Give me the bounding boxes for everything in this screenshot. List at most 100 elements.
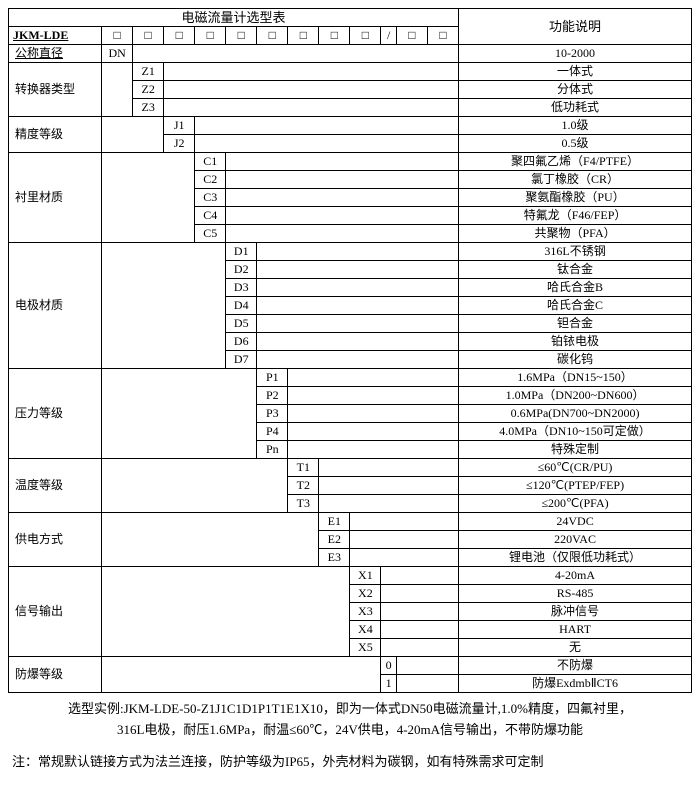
empty-right [257, 279, 459, 297]
code-cell: X2 [350, 585, 381, 603]
code-cell: P2 [257, 387, 288, 405]
code-cell: X1 [350, 567, 381, 585]
desc-cell: RS-485 [459, 585, 692, 603]
desc-cell: 防爆ExdmbⅡCT6 [459, 675, 692, 693]
code-cell: P3 [257, 405, 288, 423]
empty-span [133, 45, 459, 63]
desc-cell: 聚氨酯橡胶（PU） [459, 189, 692, 207]
code-cell: 0 [381, 657, 397, 675]
empty-left [102, 459, 288, 513]
desc-cell: 铂铱电极 [459, 333, 692, 351]
empty-left [102, 567, 350, 657]
empty-right [226, 207, 459, 225]
empty-right [288, 369, 459, 387]
empty-right [288, 387, 459, 405]
empty-right [381, 639, 459, 657]
hdr-box: □ [257, 27, 288, 45]
section-label: 供电方式 [9, 513, 102, 567]
code-cell: P4 [257, 423, 288, 441]
code-cell: Z2 [133, 81, 164, 99]
code-cell: 1 [381, 675, 397, 693]
code-cell: Z1 [133, 63, 164, 81]
empty-right [226, 189, 459, 207]
empty-right [226, 171, 459, 189]
empty-right [257, 243, 459, 261]
desc-cell: HART [459, 621, 692, 639]
desc-cell: 220VAC [459, 531, 692, 549]
desc-cell: 1.6MPa（DN15~150） [459, 369, 692, 387]
empty-left [102, 153, 195, 243]
model-code: JKM-LDE [9, 27, 102, 45]
desc-cell: 316L不锈钢 [459, 243, 692, 261]
empty-right [226, 225, 459, 243]
empty-right [381, 585, 459, 603]
empty-right [319, 477, 459, 495]
empty-left [102, 243, 226, 369]
desc-cell: 碳化钨 [459, 351, 692, 369]
code-cell: C5 [195, 225, 226, 243]
note-text: 注：常规默认链接方式为法兰连接，防护等级为IP65，外壳材料为碳钢，如有特殊需求… [8, 747, 692, 774]
dn-code: DN [102, 45, 133, 63]
code-cell: D2 [226, 261, 257, 279]
empty-right [288, 405, 459, 423]
dn-range: 10-2000 [459, 45, 692, 63]
code-cell: E1 [319, 513, 350, 531]
desc-cell: 特殊定制 [459, 441, 692, 459]
code-cell: T1 [288, 459, 319, 477]
empty-right [350, 513, 459, 531]
empty-right [319, 459, 459, 477]
code-cell: Z3 [133, 99, 164, 117]
desc-cell: 1.0MPa（DN200~DN600） [459, 387, 692, 405]
empty-right [257, 297, 459, 315]
code-cell: X5 [350, 639, 381, 657]
title-left: 电磁流量计选型表 [9, 9, 459, 27]
code-cell: J1 [164, 117, 195, 135]
section-label: 电极材质 [9, 243, 102, 369]
section-label: 精度等级 [9, 117, 102, 153]
desc-cell: 特氟龙（F46/FEP） [459, 207, 692, 225]
selection-table: 电磁流量计选型表 功能说明 JKM-LDE □ □ □ □ □ □ □ □ □ … [8, 8, 692, 693]
empty-right [257, 333, 459, 351]
desc-cell: 24VDC [459, 513, 692, 531]
section-label: 衬里材质 [9, 153, 102, 243]
code-cell: P1 [257, 369, 288, 387]
desc-cell: 氯丁橡胶（CR） [459, 171, 692, 189]
hdr-box: □ [396, 27, 427, 45]
code-cell: D4 [226, 297, 257, 315]
code-cell: C3 [195, 189, 226, 207]
desc-cell: 钽合金 [459, 315, 692, 333]
code-cell: J2 [164, 135, 195, 153]
code-cell: E2 [319, 531, 350, 549]
hdr-box: □ [288, 27, 319, 45]
desc-cell: 共聚物（PFA） [459, 225, 692, 243]
code-cell: C2 [195, 171, 226, 189]
desc-cell: ≤60℃(CR/PU) [459, 459, 692, 477]
code-cell: C1 [195, 153, 226, 171]
hdr-box: □ [226, 27, 257, 45]
desc-cell: 0.5级 [459, 135, 692, 153]
hdr-box: □ [164, 27, 195, 45]
empty-right [257, 315, 459, 333]
empty-right [396, 675, 458, 693]
desc-cell: 1.0级 [459, 117, 692, 135]
desc-cell: 聚四氟乙烯（F4/PTFE） [459, 153, 692, 171]
desc-cell: 钛合金 [459, 261, 692, 279]
hdr-box: □ [102, 27, 133, 45]
desc-cell: 低功耗式 [459, 99, 692, 117]
empty-right [257, 261, 459, 279]
empty-left [102, 63, 133, 117]
dn-label: 公称直径 [9, 45, 102, 63]
desc-cell: 无 [459, 639, 692, 657]
empty-right [288, 423, 459, 441]
empty-right [381, 603, 459, 621]
empty-right [257, 351, 459, 369]
empty-right [396, 657, 458, 675]
section-label: 压力等级 [9, 369, 102, 459]
empty-right [195, 135, 459, 153]
empty-right [195, 117, 459, 135]
hdr-box: □ [195, 27, 226, 45]
code-cell: Pn [257, 441, 288, 459]
empty-right [226, 153, 459, 171]
hdr-box: / [381, 27, 397, 45]
code-cell: D1 [226, 243, 257, 261]
